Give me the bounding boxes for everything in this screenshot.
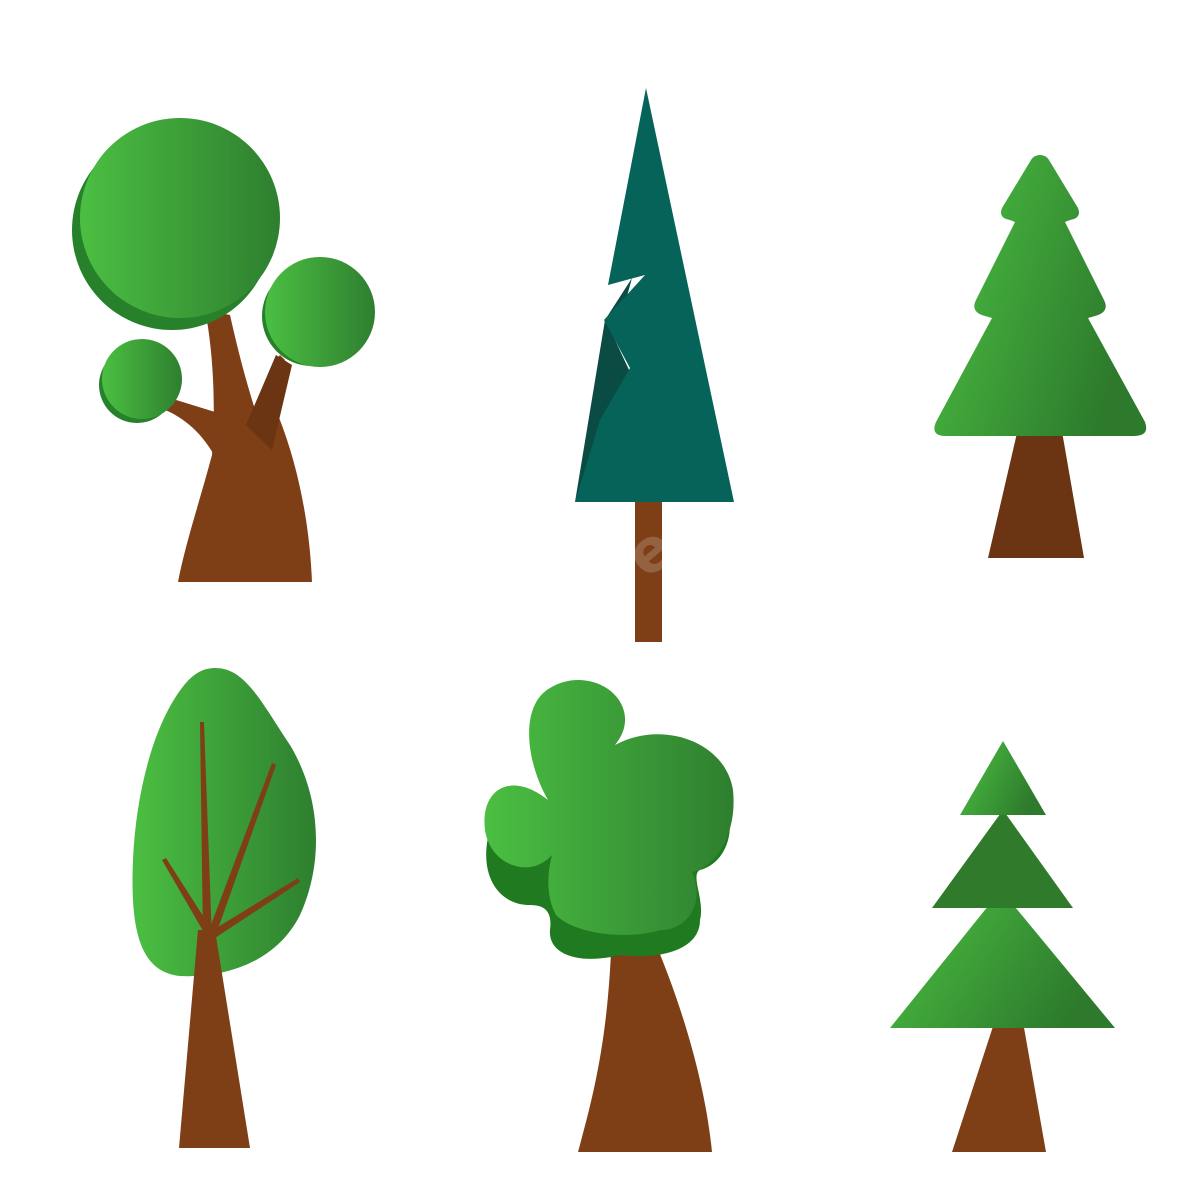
canopy — [80, 118, 280, 318]
round-canopy-tree — [72, 118, 375, 582]
fir-tier-middle — [932, 810, 1073, 908]
cloud-canopy-tree — [484, 680, 734, 1152]
tree-branch — [162, 858, 212, 936]
tall-spruce-tree — [575, 88, 734, 642]
pine-foliage — [934, 155, 1147, 436]
spruce-shadow — [575, 278, 632, 502]
spruce-foliage — [575, 88, 734, 502]
canopy — [102, 339, 182, 419]
tree-branch — [206, 763, 276, 943]
tree-trunk — [178, 310, 312, 582]
layered-fir-tree — [890, 741, 1115, 1152]
tree-trunk — [179, 930, 250, 1148]
tree-trunk — [635, 500, 662, 642]
canopy — [484, 680, 734, 935]
pine-tree — [934, 155, 1147, 558]
tree-trunk — [578, 920, 712, 1152]
fir-tier-bottom — [890, 890, 1115, 1028]
tree-trunk — [952, 1005, 1046, 1152]
tree-branch — [200, 722, 212, 940]
tree-branch — [160, 395, 215, 455]
fir-tier-top — [960, 741, 1046, 815]
tree-branch — [208, 878, 300, 940]
oval-leaf-tree — [132, 668, 317, 1148]
tree-trunk — [988, 420, 1084, 558]
canopy — [265, 257, 375, 367]
tree-branch-shadow — [246, 355, 292, 450]
